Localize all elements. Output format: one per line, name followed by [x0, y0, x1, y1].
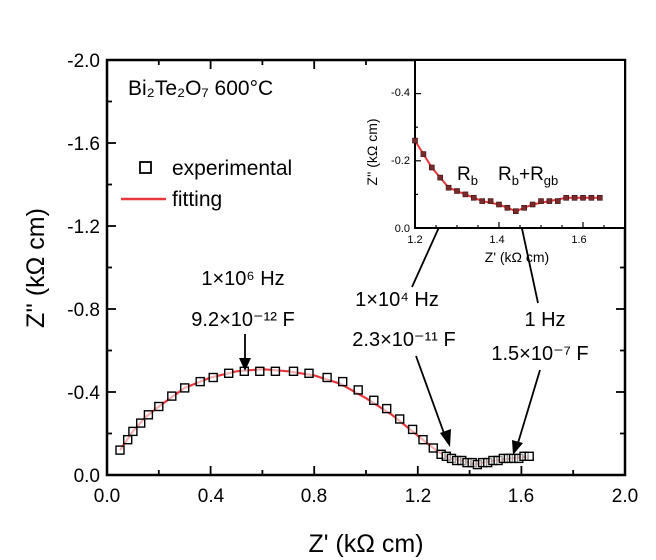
- annotation-arrow-line: [517, 369, 541, 444]
- inset-x-axis-title: Z' (kΩ cm): [485, 249, 549, 265]
- arrowhead-icon: [239, 358, 251, 371]
- data-point: [428, 443, 438, 453]
- series-experimental: [115, 366, 534, 470]
- data-point: [208, 372, 218, 383]
- x-tick-label: 0.4: [198, 486, 225, 507]
- data-point: [143, 410, 154, 420]
- annotation-capacitance: 9.2×10⁻¹² F: [191, 309, 294, 331]
- annotation-frequency: 1×10⁴ Hz: [355, 289, 439, 311]
- y-tick-label: -2.0: [67, 51, 100, 72]
- x-tick-label: 1.2: [405, 486, 431, 507]
- data-point: [524, 451, 534, 461]
- x-tick-label: 0.8: [301, 486, 327, 507]
- annotation-capacitance: 1.5×10⁻⁷ F: [491, 343, 588, 365]
- arrowhead-icon: [512, 440, 523, 455]
- inset-data-point: [420, 151, 427, 157]
- y-tick-label: 0.0: [74, 466, 100, 487]
- data-point: [179, 383, 190, 393]
- inset-data-point: [428, 164, 435, 171]
- inset-data-point: [496, 201, 502, 208]
- inset-data-point: [470, 195, 477, 201]
- y-tick-label: -1.2: [67, 217, 100, 238]
- data-point: [288, 366, 299, 376]
- legend-label-experimental: experimental: [172, 157, 292, 180]
- data-point: [418, 435, 428, 445]
- annotation-frequency: 1 Hz: [524, 309, 565, 331]
- data-point: [154, 401, 164, 412]
- data-point: [223, 368, 234, 378]
- inset-data-point: [588, 195, 595, 201]
- annotation-capacitance: 2.3×10⁻¹¹ F: [352, 329, 455, 351]
- data-point: [195, 376, 205, 387]
- inset-plot-frame: [414, 59, 626, 229]
- data-point: [304, 368, 314, 378]
- inset-data-point: [487, 198, 494, 204]
- annotation-arrow-line: [415, 355, 446, 437]
- data-point: [270, 366, 281, 376]
- data-point: [407, 424, 418, 435]
- inset-data-point: [529, 201, 536, 208]
- inset-data-point: [571, 195, 578, 201]
- inset-x-tick-label: 1.4: [489, 234, 504, 246]
- data-point: [255, 366, 265, 376]
- inset-data-point: [412, 137, 418, 144]
- data-point: [369, 395, 379, 405]
- legend-marker-experimental: [139, 161, 152, 174]
- inset-data-point: [538, 198, 544, 204]
- annotation-frequency: 1×10⁶ Hz: [201, 268, 284, 290]
- data-point: [167, 391, 177, 401]
- x-tick-label: 2.0: [612, 486, 638, 507]
- y-tick-label: -1.6: [67, 134, 100, 155]
- data-point: [382, 403, 392, 414]
- inset-data-point: [546, 198, 553, 204]
- inset-data-point: [554, 198, 561, 204]
- inset-x-tick-label: 1.6: [571, 234, 586, 246]
- y-axis-title: Z'' (kΩ cm): [22, 208, 50, 328]
- inset-data-point: [563, 195, 570, 201]
- inset-y-tick-label: -0.4: [391, 87, 410, 99]
- inset-y-tick-label: -0.2: [391, 155, 410, 167]
- data-point: [338, 376, 348, 387]
- y-tick-label: -0.4: [67, 383, 100, 404]
- inset-data-point: [437, 174, 444, 181]
- data-point: [395, 414, 405, 424]
- inset-data-point: [445, 184, 452, 191]
- inset-data-point: [454, 188, 460, 194]
- arrowhead-icon: [440, 429, 451, 447]
- inset-data-point: [512, 208, 519, 214]
- y-tick-label: -0.8: [67, 300, 100, 321]
- x-tick-label: 0.0: [94, 486, 120, 507]
- inset-data-point: [596, 195, 603, 201]
- x-tick-label: 1.6: [508, 486, 534, 507]
- inset-data-point: [462, 191, 469, 198]
- data-point: [135, 418, 146, 428]
- inset-y-axis-title: Z'' (kΩ cm): [364, 118, 380, 185]
- legend-label-fitting: fitting: [172, 188, 222, 211]
- data-point: [128, 426, 138, 437]
- inset-series-experimental: [412, 137, 603, 214]
- inset-data-point: [479, 198, 486, 204]
- inset-axis-ticks: [414, 59, 626, 229]
- inset-x-tick-label: 1.2: [407, 234, 422, 246]
- inset-data-point: [521, 205, 528, 211]
- data-point: [122, 435, 133, 445]
- inset-data-point: [504, 205, 511, 211]
- sample-label: Bi₂Te₂O₇ 600°C: [128, 77, 273, 100]
- inset-y-tick-label: 0.0: [395, 223, 410, 235]
- data-point: [353, 385, 363, 395]
- inset-data-point: [580, 195, 586, 201]
- data-point: [115, 445, 125, 455]
- x-axis-title: Z' (kΩ cm): [308, 530, 423, 558]
- data-point: [322, 372, 332, 383]
